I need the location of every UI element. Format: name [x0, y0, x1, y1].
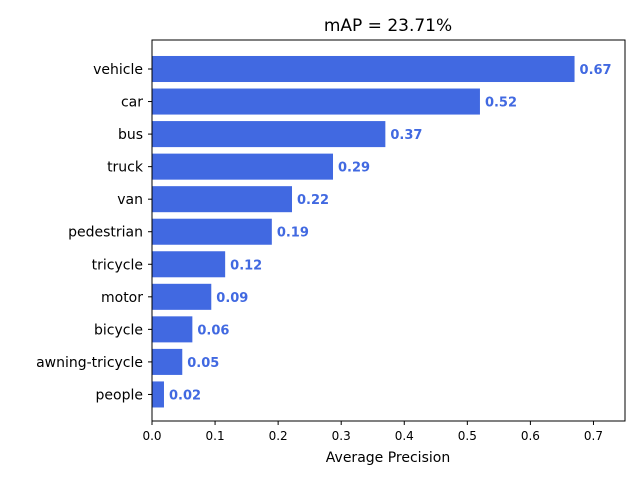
value-label: 0.29	[338, 161, 370, 176]
value-label: 0.09	[216, 291, 248, 306]
y-tick-label: vehicle	[93, 62, 143, 78]
value-label: 0.67	[580, 63, 612, 78]
value-label: 0.22	[297, 193, 329, 208]
x-tick-label: 0.1	[206, 429, 225, 443]
y-tick-label: motor	[101, 290, 143, 306]
y-tick-label: tricycle	[92, 257, 143, 273]
value-label: 0.19	[277, 226, 309, 241]
plot-frame	[151, 39, 626, 422]
y-tick-label: pedestrian	[68, 225, 143, 241]
bar-people	[152, 381, 164, 408]
bar-bus	[152, 121, 386, 148]
bar-tricycle	[152, 251, 226, 278]
value-label: 0.05	[187, 356, 219, 371]
value-label: 0.06	[197, 323, 229, 338]
y-tick-label: car	[121, 95, 143, 111]
bar-vehicle	[152, 55, 575, 83]
axes-layer: vehicle car bus truck van pedestrian tricycle m…	[36, 39, 626, 443]
bar-truck	[152, 153, 334, 180]
value-label: 0.37	[390, 128, 422, 143]
x-tick-label: 0.2	[269, 429, 288, 443]
x-tick-label: 0.4	[395, 429, 414, 443]
x-tick-label: 0.5	[458, 429, 477, 443]
bar-bicycle	[152, 316, 193, 343]
x-tick-label: 0.6	[521, 429, 540, 443]
x-tick-label: 0.0	[142, 429, 161, 443]
value-label: 0.52	[485, 96, 517, 111]
y-tick-label: people	[96, 387, 143, 403]
y-tick-label: bus	[118, 127, 143, 143]
y-tick-label: bicycle	[94, 322, 143, 338]
y-tick-label: awning-tricycle	[36, 355, 143, 371]
y-tick-label: van	[117, 192, 143, 208]
bar-car	[152, 88, 480, 115]
value-label: 0.12	[230, 258, 262, 273]
bar-pedestrian	[152, 218, 272, 245]
x-tick-label: 0.3	[332, 429, 351, 443]
bar-awning-tricycle	[152, 348, 183, 375]
bars-layer: 0.67 0.52 0.37 0.29 0.22 0.19 0.12 0.09 0.06 0.05…	[152, 55, 612, 408]
bar-motor	[152, 283, 212, 310]
bar-van	[152, 186, 293, 213]
x-axis-label: Average Precision	[326, 450, 450, 466]
x-tick-label: 0.7	[584, 429, 603, 443]
y-tick-label: truck	[107, 160, 144, 176]
chart-title: mAP = 23.71%	[324, 16, 452, 36]
value-label: 0.02	[169, 388, 201, 403]
